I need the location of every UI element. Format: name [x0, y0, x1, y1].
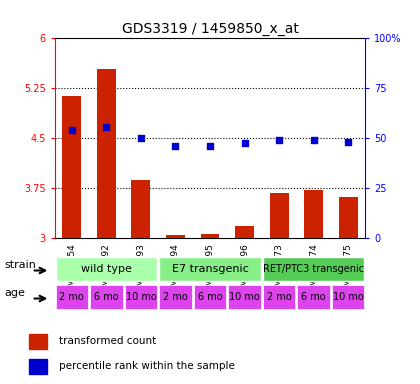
Text: E7 transgenic: E7 transgenic — [172, 264, 248, 274]
Bar — [200, 234, 220, 238]
Bar — [235, 226, 254, 238]
Point — [241, 140, 248, 146]
Bar — [159, 285, 192, 309]
Title: GDS3319 / 1459850_x_at: GDS3319 / 1459850_x_at — [121, 22, 299, 36]
Bar — [29, 334, 47, 349]
Bar — [263, 257, 365, 281]
Bar — [55, 257, 157, 281]
Point — [68, 127, 75, 133]
Bar — [228, 285, 261, 309]
Bar — [131, 180, 150, 238]
Point — [172, 142, 179, 149]
Bar — [125, 285, 157, 309]
Bar — [339, 197, 357, 238]
Point — [207, 142, 213, 149]
Text: 6 mo: 6 mo — [94, 292, 119, 302]
Bar — [55, 285, 88, 309]
Bar — [304, 190, 323, 238]
Text: RET/PTC3 transgenic: RET/PTC3 transgenic — [263, 264, 364, 274]
Bar — [263, 285, 295, 309]
Bar — [332, 285, 365, 309]
Text: 10 mo: 10 mo — [126, 292, 156, 302]
Bar — [90, 285, 123, 309]
Text: 2 mo: 2 mo — [60, 292, 84, 302]
Text: percentile rank within the sample: percentile rank within the sample — [59, 361, 235, 371]
Bar — [297, 285, 330, 309]
Bar — [166, 235, 185, 238]
Bar — [97, 69, 116, 238]
Text: wild type: wild type — [81, 264, 132, 274]
Point — [276, 137, 282, 143]
Text: 10 mo: 10 mo — [333, 292, 363, 302]
Text: 2 mo: 2 mo — [267, 292, 291, 302]
Text: transformed count: transformed count — [59, 336, 156, 346]
Point — [138, 134, 144, 141]
Point — [103, 124, 110, 130]
Text: 2 mo: 2 mo — [163, 292, 188, 302]
Text: age: age — [4, 288, 25, 298]
Text: 6 mo: 6 mo — [301, 292, 326, 302]
Bar — [159, 257, 261, 281]
Point — [345, 139, 352, 145]
Bar — [270, 193, 289, 238]
Text: 6 mo: 6 mo — [198, 292, 222, 302]
Point — [310, 137, 317, 143]
Bar — [194, 285, 226, 309]
Text: strain: strain — [4, 260, 36, 270]
Bar — [29, 359, 47, 374]
Text: 10 mo: 10 mo — [229, 292, 260, 302]
Bar — [63, 96, 81, 238]
